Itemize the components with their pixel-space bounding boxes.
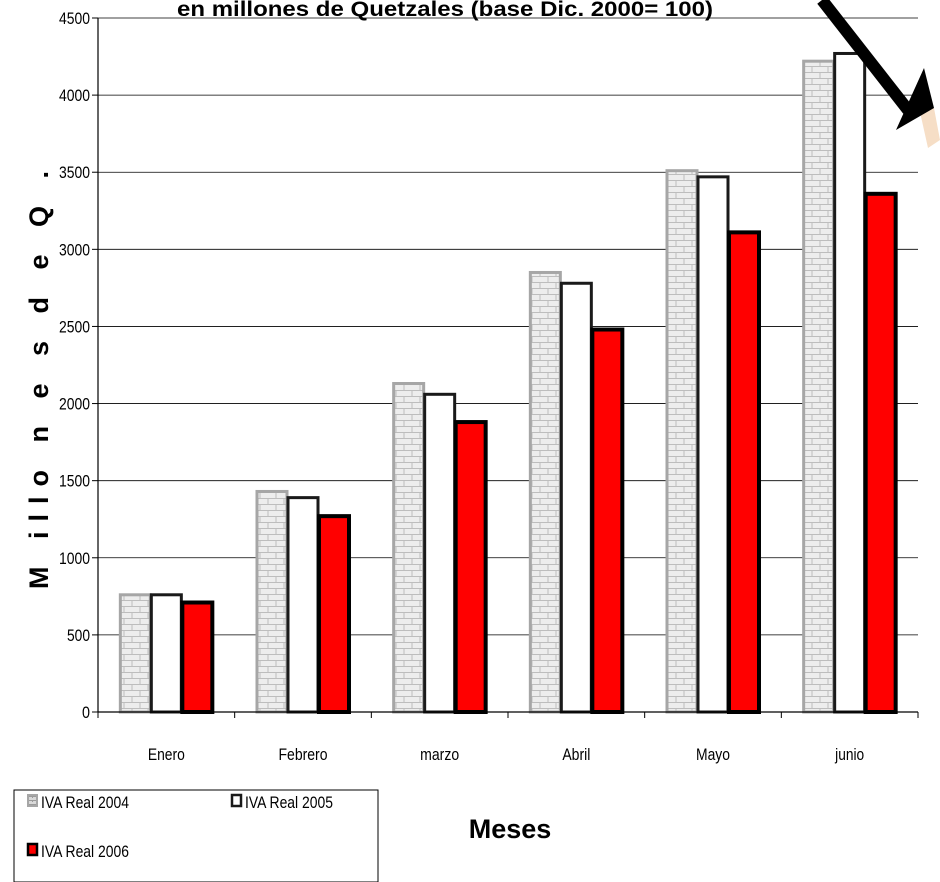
bar-iva-real-2005-abril [559,281,593,714]
legend-swatch [26,842,39,857]
y-tick-label: 0 [82,703,90,722]
bar-iva-real-2005-junio [833,51,867,714]
y-tick-label: 4000 [59,86,90,105]
legend: IVA Real 2004 IVA Real 2005 IVA Real 2006 [13,789,379,882]
bar-iva-real-2006-enero [180,600,215,714]
y-tick-label: 2000 [59,395,90,414]
y-tick-label: 1500 [59,472,90,491]
bar-iva-real-2004-marzo [392,382,426,714]
bar-iva-real-2005-enero [149,593,183,714]
legend-swatch [27,794,38,807]
bar-iva-real-2006-junio [863,191,898,714]
bar-iva-real-2004-enero [118,593,152,714]
legend-box [13,789,379,882]
annotation-arrow [817,0,940,148]
chart-title: en millones de Quetzales (base Dic. 2000… [177,0,713,21]
gridlines [98,17,918,636]
bar-iva-real-2006-marzo [453,420,488,714]
x-tick-label: Enero [148,745,185,764]
bar-iva-real-2004-febrero [255,489,289,714]
y-axis-label: M illo n e s d e Q . [24,161,54,589]
bar-iva-real-2005-febrero [286,496,320,714]
y-tick-label: 3000 [59,240,90,259]
y-tick-label: 1000 [59,549,90,568]
legend-swatch [230,793,243,808]
legend-label: IVA Real 2005 [245,793,333,812]
x-tick-label: Abril [562,745,590,764]
bar-iva-real-2004-junio [802,59,836,714]
legend-label: IVA Real 2006 [41,842,129,861]
bar-iva-real-2005-marzo [423,392,457,714]
bar-iva-real-2006-abril [590,327,625,714]
bar-iva-real-2004-abril [528,270,562,714]
arrow-shadow-shape [920,108,940,148]
bars [118,51,898,714]
y-tick-label: 500 [67,626,90,645]
y-tick-label: 2500 [59,317,90,336]
y-axis-ticks: 0 500 1000 1500 2000 2500 3000 3500 4000 4500 [59,9,98,722]
y-tick-label: 4500 [59,9,90,28]
bar-iva-real-2004-mayo [665,169,699,714]
x-tick-label: Febrero [279,745,328,764]
x-tick-label: junio [834,745,864,764]
legend-label: IVA Real 2004 [41,793,129,812]
x-axis-ticks: Enero Febrero marzo Abril Mayo junio [97,712,919,764]
x-tick-label: Mayo [696,745,730,764]
x-axis-label: Meses [469,814,552,844]
arrow-shaft [817,0,913,114]
bar-iva-real-2005-mayo [696,175,730,714]
y-tick-label: 3500 [59,163,90,182]
x-tick-label: marzo [420,745,459,764]
bar-iva-real-2006-mayo [727,230,761,714]
bar-iva-real-2006-febrero [317,514,351,714]
arrow-head [896,68,934,130]
